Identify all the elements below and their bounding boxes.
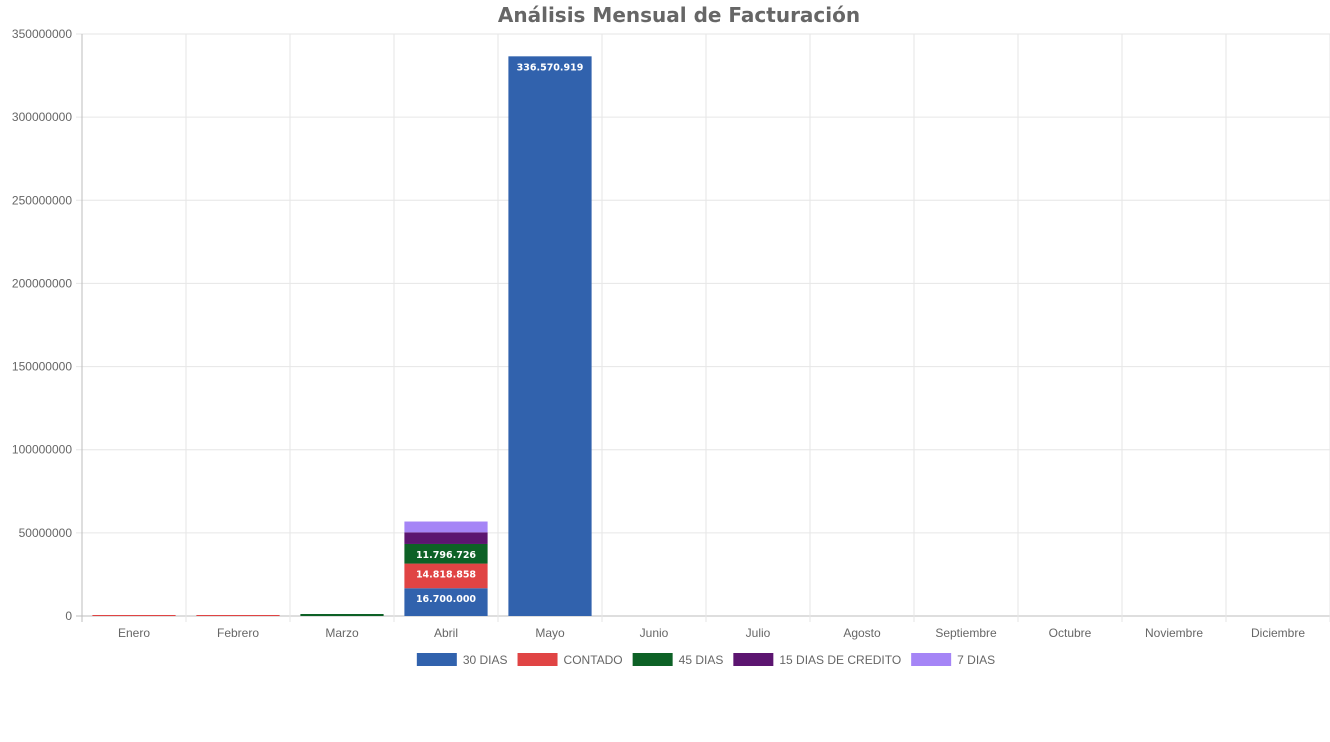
bar-segment[interactable] bbox=[92, 615, 176, 616]
bar-segment[interactable] bbox=[404, 563, 488, 589]
x-tick-label: Mayo bbox=[535, 626, 565, 640]
y-axis: 0 50000000 100000000 150000000 200000000 2500… bbox=[12, 27, 72, 623]
bar-segment[interactable] bbox=[196, 615, 280, 616]
x-tick-label: Julio bbox=[746, 626, 771, 640]
x-tick-label: Enero bbox=[118, 626, 150, 640]
x-tick-label: Septiembre bbox=[935, 626, 997, 640]
legend-label: 30 DIAS bbox=[463, 653, 508, 667]
y-tick-label: 0 bbox=[65, 609, 72, 623]
data-label: 336.570.919 bbox=[517, 62, 584, 73]
legend[interactable]: 30 DIAS CONTADO 45 DIAS 15 DIAS DE CREDITO 7… bbox=[416, 653, 995, 667]
y-tick-label: 150000000 bbox=[12, 360, 72, 374]
bar-segment[interactable] bbox=[508, 56, 592, 617]
data-label: 16.700.000 bbox=[416, 594, 476, 605]
legend-item[interactable]: 45 DIAS bbox=[632, 653, 724, 667]
legend-swatch bbox=[416, 653, 457, 666]
data-label: 14.818.858 bbox=[416, 570, 476, 581]
bar-segment[interactable] bbox=[404, 543, 488, 564]
data-labels: 16.700.000 336.570.919 14.818.858 11.796.72… bbox=[416, 62, 583, 605]
y-tick-label: 250000000 bbox=[12, 193, 72, 207]
legend-label: 15 DIAS DE CREDITO bbox=[779, 653, 901, 667]
bars bbox=[92, 56, 592, 617]
legend-swatch bbox=[517, 653, 558, 666]
x-tick-label: Junio bbox=[640, 626, 669, 640]
legend-label: 7 DIAS bbox=[957, 653, 995, 667]
grid-lines bbox=[76, 33, 1330, 622]
bar-segment[interactable] bbox=[404, 588, 488, 616]
x-tick-label: Octubre bbox=[1049, 626, 1092, 640]
y-tick-label: 200000000 bbox=[12, 276, 72, 290]
legend-item[interactable]: 30 DIAS bbox=[416, 653, 508, 667]
legend-swatch bbox=[911, 653, 952, 666]
x-tick-label: Febrero bbox=[217, 626, 259, 640]
x-tick-label: Abril bbox=[434, 626, 458, 640]
x-axis: Enero Febrero Marzo Abril Mayo Junio Julio Agos… bbox=[118, 626, 1305, 640]
legend-swatch bbox=[632, 653, 673, 666]
x-tick-label: Agosto bbox=[843, 626, 881, 640]
bar-segment[interactable] bbox=[404, 532, 488, 544]
legend-label: CONTADO bbox=[564, 653, 623, 667]
bar-segment[interactable] bbox=[300, 614, 384, 616]
x-tick-label: Diciembre bbox=[1251, 626, 1305, 640]
y-tick-label: 300000000 bbox=[12, 110, 72, 124]
legend-item[interactable]: 15 DIAS DE CREDITO bbox=[733, 653, 901, 667]
legend-item[interactable]: 7 DIAS bbox=[911, 653, 995, 667]
y-tick-label: 50000000 bbox=[19, 526, 73, 540]
chart-title: Análisis Mensual de Facturación bbox=[498, 3, 860, 27]
legend-swatch bbox=[733, 653, 774, 666]
y-tick-label: 350000000 bbox=[12, 27, 72, 41]
y-tick-label: 100000000 bbox=[12, 443, 72, 457]
legend-item[interactable]: CONTADO bbox=[517, 653, 623, 667]
x-tick-label: Marzo bbox=[325, 626, 359, 640]
legend-label: 45 DIAS bbox=[679, 653, 724, 667]
data-label: 11.796.726 bbox=[416, 550, 476, 561]
bar-segment[interactable] bbox=[404, 521, 488, 533]
x-tick-label: Noviembre bbox=[1145, 626, 1203, 640]
